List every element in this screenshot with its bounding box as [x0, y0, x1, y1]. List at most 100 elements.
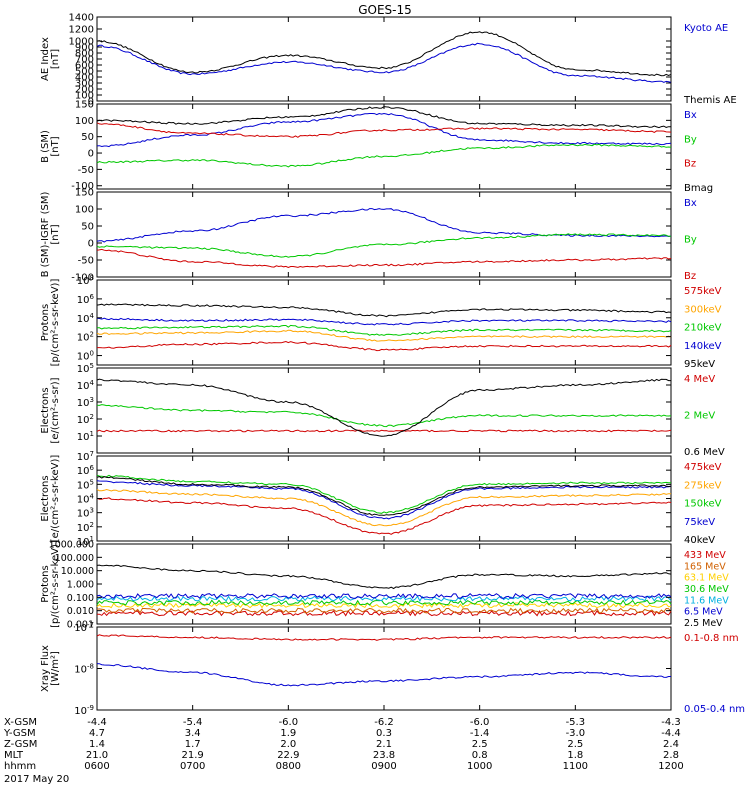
- ephem-value-4-5: 1100: [563, 761, 588, 772]
- ephem-value-0-5: -5.3: [566, 717, 586, 728]
- ephem-value-4-6: 1200: [658, 761, 683, 772]
- series-line-6-2: [96, 602, 672, 609]
- series-line-3-0: [97, 340, 672, 352]
- ytick-label-3-1: 102: [77, 331, 94, 344]
- ephem-value-3-5: 1.8: [567, 750, 583, 761]
- ephem-row-label-1: Y-GSM: [3, 728, 36, 739]
- ephem-value-1-6: -4.4: [661, 728, 681, 739]
- ephem-value-3-3: 23.8: [373, 750, 395, 761]
- ephem-value-1-3: 0.3: [376, 728, 392, 739]
- ytick-label-3-4: 108: [77, 274, 94, 287]
- legend-1-3: Bmag: [684, 183, 713, 194]
- ytick-label-2-2: 0: [88, 239, 94, 250]
- ephem-value-3-0: 21.0: [86, 750, 108, 761]
- ytick-label-0-1: 100: [75, 91, 94, 102]
- series-line-5-4: [96, 476, 672, 516]
- ytick-label-5-4: 105: [77, 478, 94, 491]
- ytick-label-1-0: -100: [71, 181, 94, 192]
- panel-frame-5: [96, 455, 672, 542]
- ephem-row-label-3: MLT: [4, 750, 24, 761]
- ephem-value-1-5: -3.0: [566, 728, 586, 739]
- legend-6-2: 63.1 MeV: [684, 573, 729, 584]
- legend-1-2: Bz: [684, 159, 696, 170]
- legend-3-2: 210keV: [684, 323, 722, 334]
- legend-2-2: Bz: [684, 271, 696, 282]
- ylabel-0-1: [nT]: [50, 49, 61, 69]
- ephem-value-4-0: 0600: [84, 761, 109, 772]
- ylabel-1-0: B (SM): [40, 130, 51, 163]
- ylabel-3-1: [p/(cm²-s-sr-keV)]: [50, 279, 61, 367]
- ytick-label-4-2: 103: [77, 396, 94, 409]
- series-line-5-0: [96, 497, 672, 535]
- ephem-value-4-4: 1000: [467, 761, 492, 772]
- series-line-2-2: [96, 248, 672, 269]
- ytick-label-6-2: 10.000: [61, 566, 94, 577]
- legend-1-0: Bx: [684, 110, 697, 121]
- legend-3-0: 575keV: [684, 286, 722, 297]
- legend-6-3: 30.6 MeV: [684, 584, 729, 595]
- series-line-1-3: [96, 106, 671, 129]
- legend-4-2: 0.6 MeV: [684, 447, 725, 458]
- series-line-1-0: [96, 112, 672, 148]
- series-line-4-1: [96, 404, 672, 428]
- legend-2-1: By: [684, 235, 697, 246]
- ephem-value-2-3: 2.1: [376, 739, 392, 750]
- ytick-label-5-1: 102: [77, 521, 94, 534]
- ytick-label-1-5: 150: [75, 100, 94, 111]
- ytick-label-0-4: 400: [75, 73, 94, 84]
- ytick-label-7-0: 10-9: [74, 704, 94, 717]
- series-line-7-0: [96, 634, 672, 641]
- ephem-value-4-2: 0800: [276, 761, 301, 772]
- ytick-label-1-2: 0: [88, 149, 94, 160]
- ephem-value-2-6: 2.4: [663, 739, 679, 750]
- legend-6-4: 11.6 MeV: [684, 595, 729, 606]
- series-line-7-1: [96, 663, 671, 687]
- ytick-label-4-0: 101: [77, 430, 94, 443]
- ytick-label-3-0: 100: [77, 350, 94, 363]
- legend-7-1: 0.05-0.4 nm: [684, 704, 745, 715]
- legend-7-0: 0.1-0.8 nm: [684, 633, 739, 644]
- ephem-value-4-3: 0900: [371, 761, 396, 772]
- ephem-value-3-1: 21.9: [182, 750, 204, 761]
- ytick-label-0-9: 900: [75, 43, 94, 54]
- ytick-label-0-0: 0: [88, 97, 94, 108]
- ephem-row-label-0: X-GSM: [4, 717, 37, 728]
- ytick-label-1-4: 100: [75, 116, 94, 127]
- ephem-value-4-1: 0700: [180, 761, 205, 772]
- series-line-3-4: [96, 303, 672, 318]
- ytick-label-6-0: 1000.000: [49, 540, 94, 551]
- ylabel-1-1: [nT]: [50, 136, 61, 156]
- series-line-2-1: [96, 233, 671, 258]
- legend-5-4: 40keV: [684, 535, 715, 546]
- series-line-3-3: [96, 317, 672, 326]
- legend-6-6: 2.5 MeV: [684, 618, 723, 629]
- ylabel-7-1: [W/m²]: [50, 651, 61, 686]
- ytick-label-1-3: 50: [81, 132, 94, 143]
- legend-5-1: 275keV: [684, 480, 722, 491]
- legend-6-0: 433 MeV: [684, 550, 726, 561]
- series-line-3-2: [96, 324, 672, 336]
- ephem-value-1-1: 3.4: [185, 728, 201, 739]
- series-line-6-6: [96, 564, 672, 590]
- ephem-value-0-6: -4.3: [661, 717, 681, 728]
- ytick-label-4-3: 104: [77, 379, 95, 392]
- ytick-label-0-10: 1000: [69, 37, 94, 48]
- ephem-value-2-2: 2.0: [280, 739, 296, 750]
- ylabel-7-0: Xray Flux: [40, 645, 51, 692]
- series-line-4-2: [96, 378, 671, 437]
- ylabel-6-1: [p/(cm²-s-sr-keV)]: [50, 540, 61, 628]
- ephem-value-2-4: 2.5: [472, 739, 488, 750]
- ytick-label-2-1: -50: [78, 256, 94, 267]
- ytick-label-0-5: 500: [75, 67, 94, 78]
- series-line-3-1: [96, 329, 672, 342]
- ytick-label-3-3: 106: [77, 293, 95, 306]
- series-line-6-0: [97, 609, 672, 617]
- ytick-label-5-2: 103: [77, 507, 94, 520]
- ytick-label-5-6: 107: [77, 450, 94, 463]
- panel-frame-1: [96, 103, 672, 190]
- ephem-value-3-6: 2.8: [663, 750, 679, 761]
- ephem-row-label-2: Z-GSM: [4, 739, 37, 750]
- ephem-value-1-2: 1.9: [280, 728, 296, 739]
